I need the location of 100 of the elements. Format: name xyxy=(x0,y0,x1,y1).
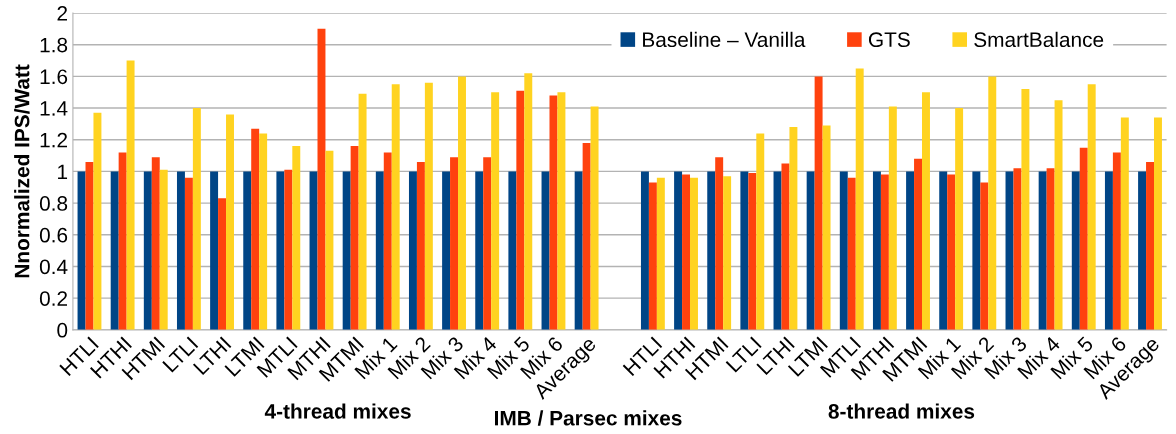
bar xyxy=(839,171,848,330)
bar xyxy=(226,114,234,330)
bar xyxy=(955,108,964,330)
text: 4-thread mixes xyxy=(264,403,411,419)
bar xyxy=(416,161,425,330)
bar xyxy=(276,171,285,330)
bar xyxy=(648,182,657,330)
bar xyxy=(557,92,566,330)
bar xyxy=(1046,168,1055,330)
bar xyxy=(549,95,558,330)
bar xyxy=(1104,171,1113,330)
legend-label: Baseline – Vanilla xyxy=(643,31,806,48)
y-tick-label: 2 xyxy=(57,6,68,21)
bar xyxy=(1138,171,1147,330)
bar xyxy=(1021,89,1030,330)
bar xyxy=(342,171,351,330)
bar xyxy=(1071,171,1080,330)
bar xyxy=(847,177,856,330)
bar xyxy=(756,133,765,330)
bar xyxy=(789,127,798,330)
bar xyxy=(508,171,517,330)
bar xyxy=(980,182,989,330)
bar xyxy=(906,171,915,330)
bar xyxy=(350,146,359,330)
y-tick-label: 1.2 xyxy=(40,132,68,148)
y-tick-label: 0 xyxy=(57,322,68,338)
bar xyxy=(822,125,831,330)
y-tick-label: 1.4 xyxy=(40,101,68,116)
bar xyxy=(251,128,260,330)
y-axis-title: Nnormalized IPS/Watt xyxy=(14,64,30,278)
bar xyxy=(383,152,392,330)
bar xyxy=(715,157,724,330)
bar xyxy=(391,84,400,330)
bar xyxy=(218,198,227,330)
bar xyxy=(93,112,102,330)
bar xyxy=(524,73,533,330)
bar xyxy=(922,92,930,330)
bar xyxy=(814,76,823,330)
bar xyxy=(450,157,459,330)
bar xyxy=(656,177,665,330)
bar xyxy=(1146,161,1154,330)
x-axis-title: IMB / Parsec mixes xyxy=(495,410,682,426)
bar xyxy=(748,173,757,330)
bar xyxy=(806,171,815,330)
bar xyxy=(408,171,417,330)
bar xyxy=(1038,171,1047,330)
bar xyxy=(159,169,168,330)
bar xyxy=(947,174,956,330)
bar xyxy=(259,133,268,330)
bar xyxy=(1112,152,1121,330)
bar xyxy=(888,106,897,330)
bar xyxy=(325,150,334,330)
bar xyxy=(143,171,152,330)
bar xyxy=(1054,100,1063,330)
bar xyxy=(590,106,599,330)
bar xyxy=(855,68,864,330)
bar xyxy=(707,171,716,330)
bar xyxy=(210,171,219,330)
bar xyxy=(674,171,683,330)
bar xyxy=(176,171,185,330)
bar xyxy=(1013,168,1022,330)
bar xyxy=(781,163,790,330)
y-tick-label: 1.6 xyxy=(40,69,68,85)
bar xyxy=(77,171,86,330)
bar xyxy=(1120,117,1129,330)
y-tick-label: 0.2 xyxy=(39,291,68,306)
bar xyxy=(582,142,591,330)
bar xyxy=(292,146,301,330)
text: 8-thread mixes xyxy=(828,403,975,419)
bar xyxy=(475,171,484,330)
bar xyxy=(640,171,649,330)
bar xyxy=(375,171,384,330)
bar xyxy=(483,157,492,330)
bar xyxy=(880,174,889,330)
bar xyxy=(723,176,732,330)
legend-label: GTS xyxy=(868,32,910,48)
bar xyxy=(458,76,466,330)
bar xyxy=(1079,147,1088,330)
bar xyxy=(872,171,881,330)
y-tick-label: 0.4 xyxy=(39,259,68,275)
bar xyxy=(358,93,367,330)
bar xyxy=(491,92,500,330)
bar xyxy=(118,152,127,330)
bar xyxy=(1154,117,1162,330)
bar xyxy=(914,158,923,330)
bar xyxy=(317,28,326,330)
bar xyxy=(243,171,252,330)
y-tick-label: 1.8 xyxy=(40,37,68,53)
bar xyxy=(284,169,293,330)
bar xyxy=(184,177,193,330)
bar xyxy=(690,177,698,330)
bar xyxy=(574,171,583,330)
bar xyxy=(442,171,451,330)
bar xyxy=(424,82,433,330)
bar xyxy=(516,90,525,330)
legend-label: SmartBalance xyxy=(974,31,1104,48)
bar xyxy=(192,108,201,330)
bar xyxy=(110,171,119,330)
bar xyxy=(939,171,948,330)
bar xyxy=(126,60,135,330)
